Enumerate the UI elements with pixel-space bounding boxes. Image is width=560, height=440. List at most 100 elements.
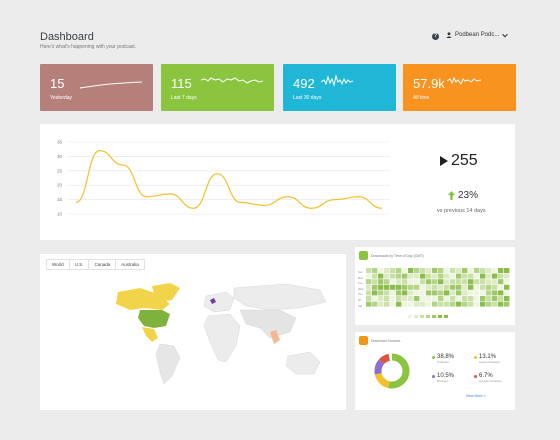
heatmap-cell [468,284,474,290]
tab-world[interactable]: World [46,259,70,270]
user-menu[interactable]: Podbean Podc... [446,32,509,38]
tab-australia[interactable]: Australia [115,259,145,270]
heatmap-cell [420,268,426,273]
heatmap-cell [414,268,420,273]
heatmap-cell [480,301,486,307]
source-label: Podbean [437,360,450,364]
heatmap-cell [498,296,504,301]
heatmap-cell [432,273,438,279]
clock-icon [359,251,368,260]
heatmap-cell [438,279,444,285]
map-region-africa [203,313,241,363]
heatmap-cell [492,301,498,307]
heatmap-cell [456,290,462,296]
source-label: Browser [437,379,449,383]
help-icon[interactable]: ? [432,33,439,40]
y-tick-label: 25 [57,168,63,173]
heatmap-cell [438,301,444,307]
heatmap-legend-swatch [444,315,448,318]
heatmap-cell [492,284,498,290]
heatmap-cell [402,284,408,290]
heatmap-cell [396,301,402,307]
heatmap-cell [450,279,456,285]
heatmap-cell [468,296,474,301]
heatmap-row-label: Sat [358,304,362,308]
view-more-link[interactable]: View More > [466,394,486,398]
heatmap-cell [432,290,438,296]
heatmap-cell [384,296,390,301]
trend-total-value: 255 [451,152,478,169]
heatmap-cell [390,296,396,301]
heatmap-cell [456,279,462,285]
page-title: Dashboard [40,31,94,43]
y-tick-label: 15 [57,197,63,202]
heatmap-cell [426,273,432,279]
heatmap-cell [456,296,462,301]
heatmap-cell [420,273,426,279]
world-map[interactable] [100,280,340,390]
heatmap-cell [366,273,372,279]
downloads-chart-panel [40,124,515,240]
heatmap-cell [480,290,486,296]
heatmap-cell [468,273,474,279]
source-item: 13.1% Apple Podcasts [474,354,500,364]
heatmap-cell [480,273,486,279]
source-value: 38.8% [437,354,455,360]
heatmap-cell [462,284,468,290]
heatmap-cell [504,284,510,290]
heatmap-cell [414,279,420,285]
heatmap-cell [390,290,396,296]
stat-card-yesterday[interactable]: 15 Yesterday [40,64,153,111]
heatmap-cell [384,268,390,273]
trend-change: 23% [448,190,478,201]
chart-icon [359,336,368,345]
source-label: Google Podcasts [479,379,502,383]
tab-us[interactable]: U.S. [68,259,90,270]
heatmap-row-label: Sun [358,271,363,274]
source-item: 10.5% Browser [432,373,454,383]
stat-card-7-days[interactable]: 115 Last 7 days [161,64,274,111]
heatmap-cell [408,296,414,301]
heatmap-cell [378,301,384,307]
heatmap-cell [366,284,372,290]
stat-card-30-days[interactable]: 492 Last 30 days [283,64,396,111]
y-tick-label: 20 [57,183,63,188]
heatmap-cell [462,279,468,285]
heatmap-title: Downloads by Time of Day (GMT) [371,254,424,258]
heatmap-cell [426,301,432,307]
heatmap-row-label: Tue [358,282,363,286]
heatmap-cell [384,279,390,285]
heatmap-cell [396,296,402,301]
heatmap-cell [420,301,426,307]
source-label: Apple Podcasts [479,360,500,364]
heatmap-cell [402,296,408,301]
heatmap-cell [468,301,474,307]
page-subtitle: Here's what's happening with your podcas… [40,44,137,50]
map-region-asia-south [239,309,297,339]
tab-canada[interactable]: Canada [88,259,117,270]
heatmap-cell [372,296,378,301]
source-value: 10.5% [437,373,455,379]
stat-card-all-time[interactable]: 57.9k All time [403,64,516,111]
sparkline [201,77,263,84]
source-value: 6.7% [479,373,493,379]
heatmap-cell [474,279,480,285]
heatmap-cell [402,279,408,285]
heatmap-cell [498,268,504,273]
source-item: 38.8% Podbean [432,354,454,364]
heatmap-cell [408,290,414,296]
heatmap-cell [474,290,480,296]
heatmap-cell [444,290,450,296]
heatmap-cell [372,279,378,285]
heatmap-cell [504,273,510,279]
heatmap-cell [426,268,432,273]
heatmap-cell [444,273,450,279]
heatmap-cell [426,296,432,301]
heatmap-cell [426,284,432,290]
heatmap-cell [414,296,420,301]
heatmap-cell [474,296,480,301]
heatmap-cell [486,268,492,273]
heatmap-cell [390,268,396,273]
heatmap-cell [456,301,462,307]
download-sources-panel [355,332,515,410]
